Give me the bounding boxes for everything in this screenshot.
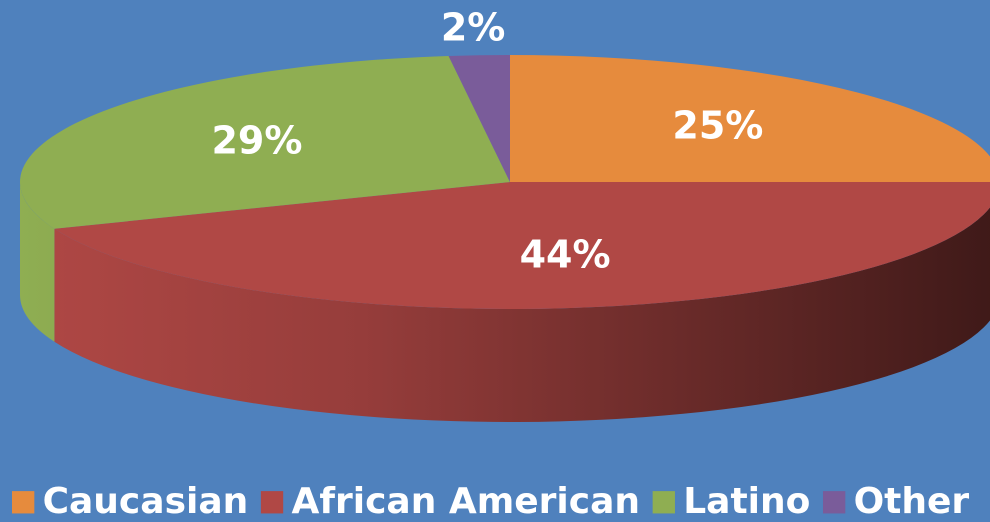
- legend-label: Latino: [683, 481, 810, 522]
- slice: [19, 56, 510, 229]
- legend-swatch: [652, 491, 675, 514]
- legend-label: Other: [854, 481, 970, 522]
- slice: [54, 182, 990, 310]
- slice-side: [20, 182, 55, 342]
- legend: Caucasian African American Latino Other: [12, 481, 969, 522]
- data-label: 44%: [520, 232, 611, 276]
- legend-swatch: [260, 491, 284, 514]
- legend-swatch: [12, 491, 35, 514]
- legend-swatch: [822, 491, 846, 514]
- data-label: 29%: [211, 119, 302, 163]
- slice: [510, 55, 990, 182]
- legend-label: African American: [291, 481, 640, 522]
- legend-label: Caucasian: [43, 481, 249, 522]
- data-label: 2%: [441, 5, 506, 49]
- data-label: 25%: [672, 104, 763, 148]
- slice: [448, 55, 510, 182]
- slice-side: [54, 207, 990, 423]
